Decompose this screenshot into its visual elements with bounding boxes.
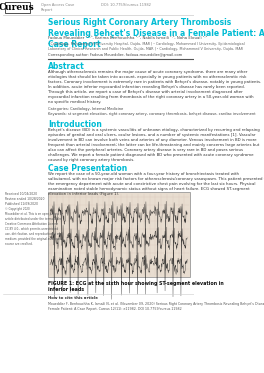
Bar: [48, 192, 190, 277]
Text: Case Presentation: Case Presentation: [48, 164, 127, 173]
Text: Fadoua Moueddier ¹·²·³, Karima Benhouchha ¹·³, Nabila Ismaili ¹·³, Noha Elouali : Fadoua Moueddier ¹·²·³, Karima Benhouchh…: [48, 36, 207, 40]
Text: Introduction: Introduction: [48, 120, 102, 129]
Text: Corresponding author: Fadoua Moueddier, fadoua.moueddier@gmail.com: Corresponding author: Fadoua Moueddier, …: [48, 53, 182, 57]
Text: Open Access Case
Report: Open Access Case Report: [41, 3, 74, 12]
Text: How to cite this article: How to cite this article: [48, 296, 98, 300]
Text: ¹ Cardiology, Mohammed VI University Hospital, Oujda, MAR | ² Cardiology, Mohamm: ¹ Cardiology, Mohammed VI University Hos…: [48, 42, 245, 51]
Text: Moueddier F, Benhouchha K, Ismaili N, et al. (November 09, 2020) Serious Right C: Moueddier F, Benhouchha K, Ismaili N, et…: [48, 302, 264, 311]
Text: DOI: 10.7759/cureus.11982: DOI: 10.7759/cureus.11982: [101, 3, 150, 7]
Text: Although atherosclerosis remains the major cause of acute coronary syndrome, the: Although atherosclerosis remains the maj…: [48, 70, 261, 104]
Text: Cureus: Cureus: [0, 3, 35, 12]
Text: Abstract: Abstract: [48, 62, 84, 71]
Text: FIGURE 1: ECG at the sixth hour showing ST-segment elevation in
inferior leads: FIGURE 1: ECG at the sixth hour showing …: [48, 281, 224, 292]
Text: We report the case of a 50-year-old woman with a four-year history of bronchiect: We report the case of a 50-year-old woma…: [48, 172, 264, 196]
Text: Behçet's disease (BD) is a systemic vasculitis of unknown etiology, characterize: Behçet's disease (BD) is a systemic vasc…: [48, 128, 260, 162]
Text: Received 10/04/2020
Review ended 10/28/2020
Published 11/09/2020: Received 10/04/2020 Review ended 10/28/2…: [4, 192, 44, 206]
Text: © Copyright 2020
Moueddier et al. This is an open access
article distributed und: © Copyright 2020 Moueddier et al. This i…: [4, 207, 62, 246]
Bar: [4, 2, 30, 13]
Text: Serious Right Coronary Artery Thrombosis
Revealing Behçet's Disease in a Female : Serious Right Coronary Artery Thrombosis…: [48, 18, 264, 49]
Text: Categories: Cardiology, Internal Medicine: Categories: Cardiology, Internal Medicin…: [48, 107, 123, 111]
Text: Keywords: st segment elevation, right coronary artery, coronary thrombosis, behç: Keywords: st segment elevation, right co…: [48, 112, 256, 116]
